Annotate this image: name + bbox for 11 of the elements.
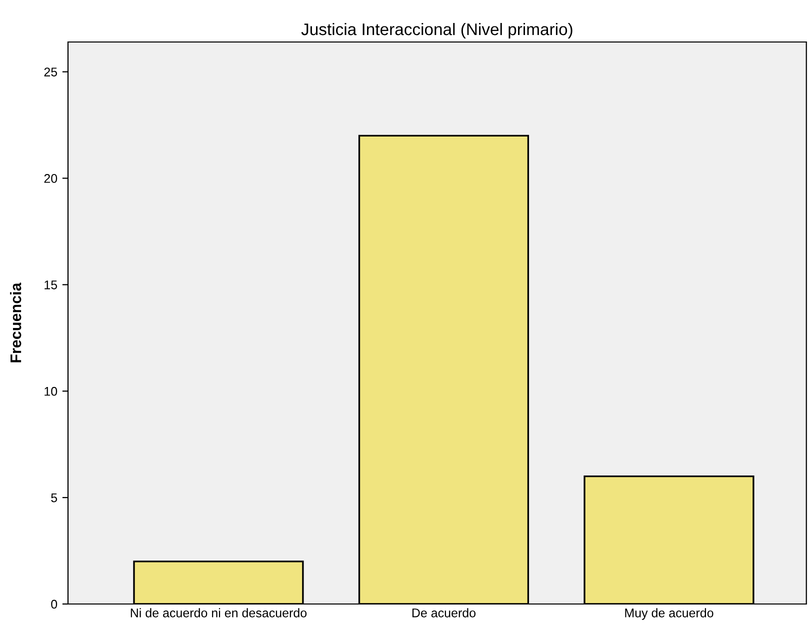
y-tick-label: 15 <box>44 280 58 290</box>
y-tick-label: 20 <box>44 174 58 183</box>
x-tick-label: Ni de acuerdo ni en desacuerdo <box>130 608 307 618</box>
y-tick-label: 5 <box>51 493 58 502</box>
y-axis-title: Frecuencia <box>10 282 22 362</box>
y-tick-label: 10 <box>44 386 58 396</box>
y-tick-label: 0 <box>51 600 58 609</box>
y-tick-label: 25 <box>44 68 58 76</box>
x-tick-label: De acuerdo <box>412 608 476 618</box>
chart-title: Justicia Interaccional (Nivel primario) <box>301 22 572 39</box>
x-tick-label: Muy de acuerdo <box>625 608 714 620</box>
